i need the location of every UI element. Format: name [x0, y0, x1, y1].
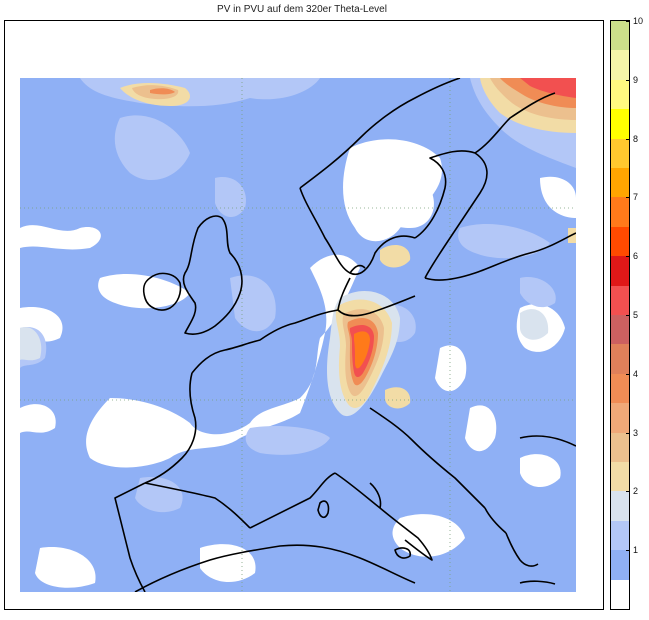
colorbar-tick-label: 2: [633, 486, 639, 497]
map-title: PV in PVU auf dem 320er Theta-Level: [217, 4, 387, 15]
colorbar-segment: [611, 520, 629, 551]
colorbar-segment: [611, 315, 629, 345]
colorbar-tick-label: 1: [633, 545, 639, 556]
colorbar-tick-mark: [626, 550, 630, 552]
coastlines: [114, 78, 576, 592]
colorbar-tick-mark: [626, 373, 630, 375]
colorbar-segment: [611, 197, 629, 227]
colorbar-segment: [611, 579, 629, 609]
colorbar-segment: [611, 256, 629, 286]
colorbar-segment: [611, 285, 629, 315]
colorbar-tick-mark: [626, 138, 630, 140]
colorbar-segment: [611, 226, 629, 257]
colorbar-tick-mark: [626, 256, 630, 258]
graticule: [20, 78, 576, 592]
pv-field-base: [20, 78, 576, 592]
colorbar-tick-label: 3: [633, 427, 639, 438]
colorbar-segment: [611, 50, 629, 80]
colorbar-tick-label: 8: [633, 133, 639, 144]
colorbar-segment: [611, 109, 629, 139]
pv-level-2-med: [245, 426, 330, 455]
colorbar-segment: [611, 491, 629, 521]
colorbar-segment: [611, 462, 629, 492]
colorbar-tick-label: 7: [633, 192, 639, 203]
colorbar-tick-mark: [626, 197, 630, 199]
colorbar-segment: [611, 550, 629, 580]
colorbar-tick-mark: [626, 21, 630, 22]
colorbar-segment: [611, 403, 629, 433]
colorbar-tick-mark: [626, 432, 630, 434]
pv-level-7: [354, 331, 370, 369]
colorbar-segment: [611, 344, 629, 374]
colorbar-tick-mark: [626, 491, 630, 493]
colorbar-segment: [611, 138, 629, 168]
colorbar-tick-label: 9: [633, 74, 639, 85]
colorbar-segment: [611, 79, 629, 110]
colorbar-tick-mark: [626, 315, 630, 316]
colorbar-tick-label: 10: [633, 16, 644, 26]
colorbar-segment: [611, 21, 629, 51]
colorbar-segment: [611, 168, 629, 198]
colorbar-tick-label: 4: [633, 368, 639, 379]
pv-low-regions: [20, 139, 576, 588]
colorbar-segment: [611, 373, 629, 404]
pv-map: [20, 78, 576, 592]
colorbar-tick-mark: [626, 79, 630, 81]
colorbar-tick-label: 6: [633, 251, 639, 262]
colorbar-segment: [611, 432, 629, 462]
colorbar-tick-label: 5: [633, 310, 639, 320]
